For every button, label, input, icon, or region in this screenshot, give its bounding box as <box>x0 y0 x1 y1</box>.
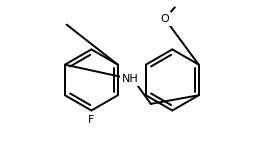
Text: O: O <box>160 14 169 24</box>
Text: F: F <box>88 115 95 125</box>
Text: NH: NH <box>122 74 139 84</box>
